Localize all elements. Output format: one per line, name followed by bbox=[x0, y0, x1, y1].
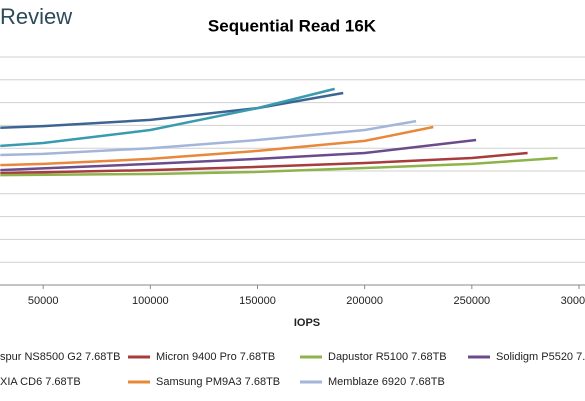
legend-label: Micron 9400 Pro 7.68TB bbox=[156, 351, 275, 363]
x-tick-label: 150000 bbox=[239, 295, 276, 307]
series-line bbox=[0, 125, 434, 167]
series-line bbox=[0, 151, 528, 175]
legend-label: Samsung PM9A3 7.68TB bbox=[156, 376, 280, 388]
x-tick-label: 200000 bbox=[346, 295, 383, 307]
x-tick-label: 50000 bbox=[28, 295, 59, 307]
x-tick-label: 300000 bbox=[561, 295, 585, 307]
legend-label: Memblaze 6920 7.68TB bbox=[328, 376, 445, 388]
legend-label: XIA CD6 7.68TB bbox=[0, 376, 81, 388]
series-line bbox=[0, 87, 336, 148]
series-line bbox=[0, 138, 477, 172]
x-axis-label: IOPS bbox=[294, 317, 320, 329]
series-line bbox=[0, 119, 417, 157]
chart-title: Sequential Read 16K bbox=[208, 16, 377, 35]
series-line bbox=[0, 156, 558, 177]
legend-label: Solidigm P5520 7.68TB bbox=[496, 351, 585, 363]
x-tick-label: 100000 bbox=[132, 295, 169, 307]
legend-label: spur NS8500 G2 7.68TB bbox=[0, 351, 120, 363]
logo: Review bbox=[0, 4, 72, 29]
x-tick-label: 250000 bbox=[453, 295, 490, 307]
legend-label: Dapustor R5100 7.68TB bbox=[328, 351, 447, 363]
series-line bbox=[0, 91, 344, 129]
